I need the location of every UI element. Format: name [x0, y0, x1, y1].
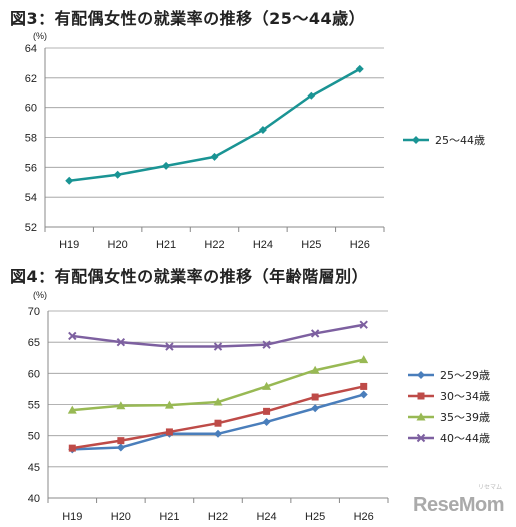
x-tick-label: H21: [159, 511, 179, 523]
x-tick-label: H22: [204, 239, 224, 251]
data-point: [262, 381, 272, 390]
y-tick-label: 52: [25, 222, 37, 234]
legend-label: 25～44歳: [435, 134, 485, 147]
series-30～34歳: [68, 382, 368, 452]
data-point: [214, 419, 222, 427]
legend-entry: 30～34歳: [408, 390, 490, 403]
y-tick-label: 60: [28, 368, 40, 380]
data-point: [310, 365, 320, 374]
legend-label: 40～44歳: [440, 432, 490, 445]
x-tick-label: H21: [156, 239, 176, 251]
legend-marker: [412, 136, 420, 144]
legend-entry: 40～44歳: [408, 432, 490, 445]
data-point: [359, 320, 368, 329]
data-point: [262, 340, 271, 349]
legend-label: 25～29歳: [440, 369, 490, 382]
x-tick-label: H26: [354, 511, 374, 523]
legend-marker: [416, 412, 426, 421]
data-point: [311, 404, 320, 413]
data-point: [263, 407, 271, 415]
series-40～44歳: [68, 320, 368, 351]
legend-marker: [417, 371, 425, 379]
data-point: [113, 170, 122, 179]
data-point: [307, 91, 316, 100]
data-point: [116, 443, 125, 452]
data-point: [210, 152, 219, 161]
y-tick-label: 54: [25, 192, 37, 204]
y-tick-label: 45: [28, 462, 40, 474]
x-tick-label: H19: [59, 239, 79, 251]
x-tick-label: H24: [256, 511, 276, 523]
legend-marker: [416, 433, 426, 443]
data-point: [116, 337, 126, 347]
data-point: [359, 390, 368, 399]
data-point: [165, 428, 173, 436]
y-tick-label: 50: [28, 431, 40, 443]
chart2: (%) 40 45 50 55 60 65 70 H19 H20 H21 H22 H24 H25 H26 25…: [28, 290, 490, 523]
data-point: [214, 429, 222, 438]
y-tick-label: 64: [25, 43, 37, 55]
legend-label: 30～34歳: [440, 390, 490, 403]
x-tick-label: H25: [305, 511, 325, 523]
data-point: [67, 405, 77, 414]
series-line: [72, 385, 364, 450]
y-tick-label: 60: [25, 103, 37, 115]
data-point: [310, 329, 320, 338]
y-tick-label: 70: [28, 306, 40, 318]
series-25～44歳: [65, 64, 364, 185]
data-point: [117, 437, 125, 445]
chart2-unit-label: (%): [33, 290, 47, 300]
data-point: [213, 397, 223, 406]
data-point: [164, 400, 174, 409]
y-tick-label: 62: [25, 73, 37, 85]
chart1-title: 図3：有配偶女性の就業率の推移（25～44歳）: [10, 9, 366, 28]
y-tick-label: 40: [28, 493, 40, 505]
data-point: [68, 444, 76, 452]
y-tick-label: 55: [28, 400, 40, 412]
data-point: [355, 64, 364, 73]
data-point: [68, 331, 77, 341]
chart1-unit-label: (%): [33, 31, 47, 41]
y-tick-label: 65: [28, 337, 40, 349]
data-point: [65, 176, 74, 185]
legend-marker: [417, 392, 425, 400]
data-point: [262, 417, 271, 426]
series-35～39歳: [67, 355, 369, 414]
data-point: [258, 126, 267, 135]
legend-entry: 35～39歳: [408, 411, 490, 424]
chart2-title: 図4：有配偶女性の就業率の推移（年齢階層別）: [10, 267, 369, 286]
x-tick-label: H20: [108, 239, 128, 251]
data-point: [360, 382, 368, 390]
data-point: [116, 401, 126, 410]
data-point: [213, 342, 223, 351]
x-tick-label: H19: [62, 511, 82, 523]
data-point: [162, 161, 171, 170]
data-point: [311, 393, 319, 401]
data-point: [165, 342, 174, 351]
legend-label: 35～39歳: [440, 411, 490, 424]
y-tick-label: 56: [25, 162, 37, 174]
resemom-logo: ReseMom: [413, 494, 504, 516]
series-line: [72, 323, 364, 348]
watermark-kana: リセマム: [477, 484, 502, 491]
y-tick-label: 58: [25, 133, 37, 145]
x-tick-label: H22: [208, 511, 228, 523]
x-tick-label: H25: [301, 239, 321, 251]
legend-entry: 25～29歳: [408, 369, 490, 382]
x-tick-label: H26: [350, 239, 370, 251]
data-point: [359, 355, 369, 364]
x-tick-label: H20: [111, 511, 131, 523]
legend-entry: 25～44歳: [403, 134, 485, 147]
chart1: (%) 52 54 56 58 60 62 64 H19 H20 H21 H22 H24 H25 H26 25…: [25, 31, 485, 251]
x-tick-label: H24: [253, 239, 273, 251]
series-line: [69, 67, 361, 182]
